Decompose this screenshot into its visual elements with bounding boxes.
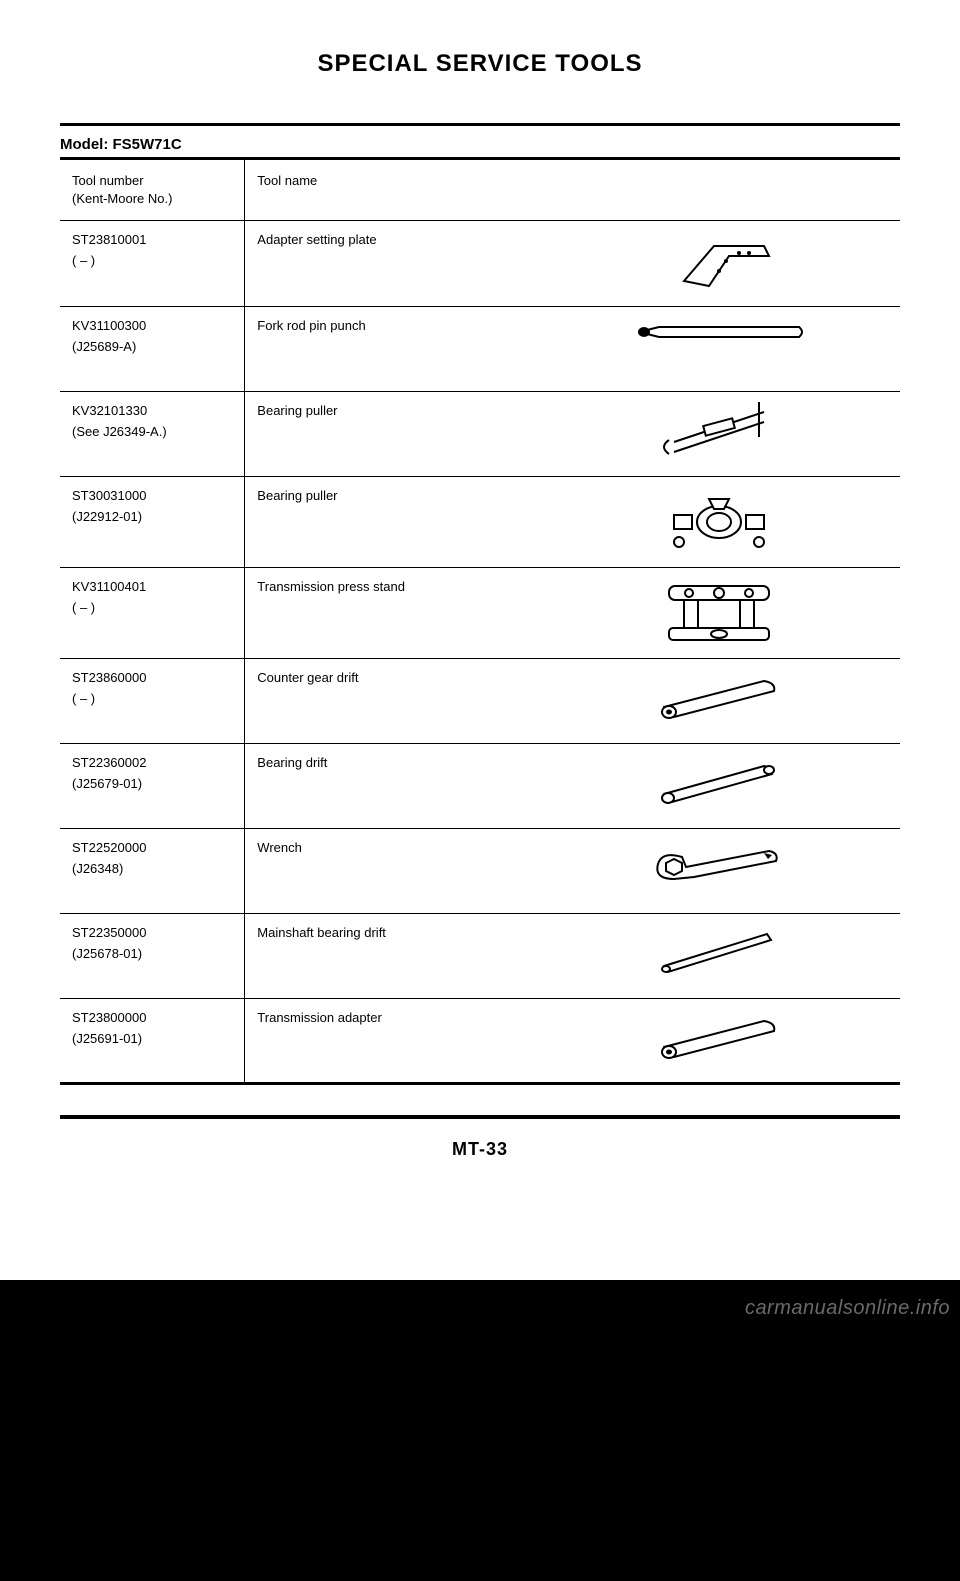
table-row: ST22520000 (J26348) Wrench [60,829,900,914]
kent-moore-number: (See J26349-A.) [72,423,232,441]
tool-illustration [539,568,900,659]
table-row: KV31100401 ( – ) Transmission press stand [60,568,900,659]
kent-moore-number: (J25679-01) [72,775,232,793]
tool-number: ST22520000 [72,839,232,857]
tool-name-cell: Bearing puller [245,477,539,568]
tool-number-cell: ST22520000 (J26348) [60,829,245,914]
tool-name-cell: Adapter setting plate [245,221,539,307]
bottom-rule [60,1115,900,1119]
outer-black-area [0,1280,960,1580]
adapter-plate-icon [551,231,888,296]
drift-1-icon [551,669,888,719]
kent-moore-number: (J26348) [72,860,232,878]
bearing-puller-2-icon [551,487,888,557]
table-row: ST23800000 (J25691-01) Transmission adapte… [60,999,900,1084]
table-row: ST23860000 ( – ) Counter gear drift [60,659,900,744]
tool-name-cell: Fork rod pin punch [245,307,539,392]
tool-number: ST23800000 [72,1009,232,1027]
tool-illustration [539,914,900,999]
tool-number: KV31100401 [72,578,232,596]
tool-illustration [539,659,900,744]
kent-moore-number: (J22912-01) [72,508,232,526]
bearing-puller-1-icon [551,402,888,462]
table-row: ST23810001 ( – ) Adapter setting plate [60,221,900,307]
tool-illustration [539,829,900,914]
tool-name-cell: Transmission adapter [245,999,539,1084]
kent-moore-number: ( – ) [72,599,232,617]
wrench-icon [551,839,888,894]
drift-3-icon [551,924,888,974]
tool-number-cell: KV32101330 (See J26349-A.) [60,392,245,477]
tools-table: Tool number (Kent-Moore No.) Tool name S… [60,157,900,1085]
watermark-text: carmanualsonline.info [745,1297,950,1320]
tool-name-cell: Wrench [245,829,539,914]
table-header-row: Tool number (Kent-Moore No.) Tool name [60,159,900,221]
drift-4-icon [551,1009,888,1059]
page-title: SPECIAL SERVICE TOOLS [60,50,900,78]
pin-punch-icon [551,317,888,347]
header-tool-number: Tool number (Kent-Moore No.) [60,159,245,221]
tool-number-cell: ST30031000 (J22912-01) [60,477,245,568]
header-line2: (Kent-Moore No.) [72,191,172,206]
tool-illustration [539,744,900,829]
tool-illustration [539,221,900,307]
press-stand-icon [551,578,888,648]
tool-number-cell: ST23860000 ( – ) [60,659,245,744]
tool-number-cell: ST22360002 (J25679-01) [60,744,245,829]
kent-moore-number: (J25689-A) [72,338,232,356]
page-number: MT-33 [60,1139,900,1160]
tool-name-cell: Bearing puller [245,392,539,477]
tool-illustration [539,307,900,392]
tool-number: ST23810001 [72,231,232,249]
model-label: Model: FS5W71C [60,126,900,157]
header-line1: Tool number [72,173,144,188]
table-row: ST22350000 (J25678-01) Mainshaft bearing d… [60,914,900,999]
tool-name-cell: Bearing drift [245,744,539,829]
tool-illustration [539,477,900,568]
tool-number-cell: ST23800000 (J25691-01) [60,999,245,1084]
manual-page: SPECIAL SERVICE TOOLS Model: FS5W71C Too… [0,0,960,1280]
tool-number: KV32101330 [72,402,232,420]
tool-name-cell: Mainshaft bearing drift [245,914,539,999]
table-row: KV31100300 (J25689-A) Fork rod pin punch [60,307,900,392]
tool-number: ST22360002 [72,754,232,772]
tool-number: ST22350000 [72,924,232,942]
tool-number-cell: KV31100401 ( – ) [60,568,245,659]
tool-name-cell: Transmission press stand [245,568,539,659]
table-row: ST22360002 (J25679-01) Bearing drift [60,744,900,829]
kent-moore-number: (J25678-01) [72,945,232,963]
kent-moore-number: ( – ) [72,690,232,708]
tool-number: ST30031000 [72,487,232,505]
kent-moore-number: ( – ) [72,252,232,270]
tool-number-cell: ST23810001 ( – ) [60,221,245,307]
tool-illustration [539,999,900,1084]
tool-number-cell: ST22350000 (J25678-01) [60,914,245,999]
tool-number: KV31100300 [72,317,232,335]
drift-2-icon [551,754,888,804]
header-tool-name: Tool name [245,159,900,221]
tool-number-cell: KV31100300 (J25689-A) [60,307,245,392]
table-row: KV32101330 (See J26349-A.) Bearing puller [60,392,900,477]
table-row: ST30031000 (J22912-01) Bearing puller [60,477,900,568]
tool-name-cell: Counter gear drift [245,659,539,744]
tool-illustration [539,392,900,477]
kent-moore-number: (J25691-01) [72,1030,232,1048]
tool-number: ST23860000 [72,669,232,687]
